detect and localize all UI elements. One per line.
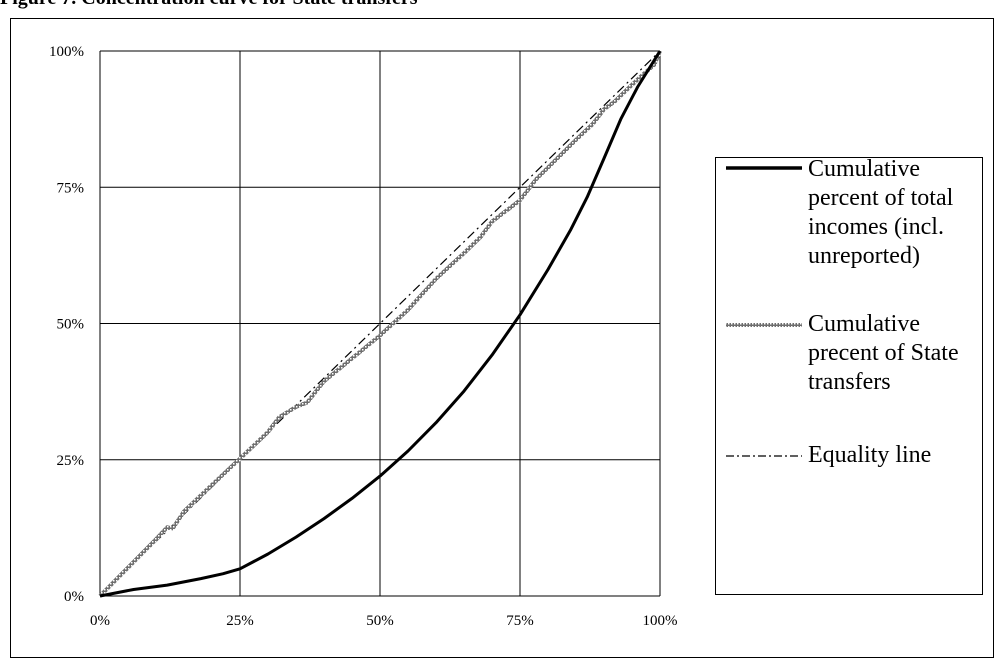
chart-legend: Cumulative percent of total incomes (inc… (715, 156, 983, 595)
chart-svg: 0% 25% 50% 75% 100% 0% 25% 50% 75% 100% (49, 44, 678, 629)
x-tick-label-1: 25% (226, 613, 254, 629)
legend-label-transfers: Cumulative precent of State transfers (808, 311, 959, 395)
y-tick-label-4: 100% (49, 44, 84, 60)
series-layer (98, 50, 662, 598)
legend-label-incomes: Cumulative percent of total incomes (inc… (808, 156, 954, 269)
legend-swatches (726, 166, 802, 457)
chart-title: Figure 7. Concentration curve for State … (0, 0, 418, 10)
series-line-equality (99, 50, 661, 597)
x-tick-label-2: 50% (366, 613, 394, 629)
x-tick-label-4: 100% (643, 613, 678, 629)
y-tick-label-3: 75% (57, 180, 85, 196)
x-tick-label-3: 75% (506, 613, 534, 629)
series-line-transfers (98, 50, 662, 598)
grid-layer (99, 50, 661, 597)
series-line-incomes (99, 50, 662, 598)
y-tick-label-0: 0% (64, 589, 84, 605)
y-tick-label-1: 25% (57, 453, 85, 469)
x-tick-label-0: 0% (90, 613, 110, 629)
legend-label-equality: Equality line (808, 442, 932, 468)
chart-frame: 0% 25% 50% 75% 100% 0% 25% 50% 75% 100% Cumulativ… (10, 18, 994, 658)
y-tick-label-2: 50% (57, 317, 85, 333)
tick-labels-layer: 0% 25% 50% 75% 100% 0% 25% 50% 75% 100% (49, 44, 678, 629)
